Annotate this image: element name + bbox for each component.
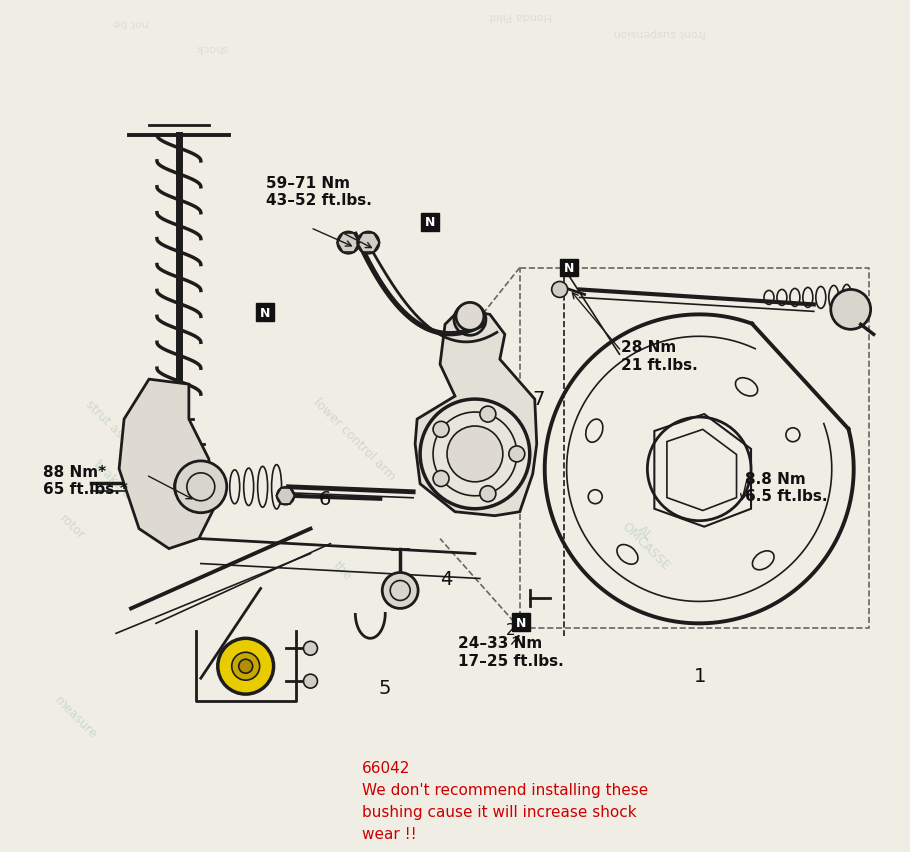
Circle shape: [232, 653, 259, 681]
Circle shape: [433, 471, 449, 486]
Circle shape: [420, 400, 530, 509]
Text: not be: not be: [679, 455, 717, 492]
Text: 8.8 Nm
6.5 ft.lbs.: 8.8 Nm 6.5 ft.lbs.: [745, 471, 827, 504]
Text: 28 Nm
21 ft.lbs.: 28 Nm 21 ft.lbs.: [622, 340, 698, 372]
FancyBboxPatch shape: [511, 613, 530, 631]
Text: N: N: [563, 262, 574, 274]
Circle shape: [238, 659, 253, 673]
FancyBboxPatch shape: [256, 304, 274, 322]
Text: front suspension: front suspension: [613, 28, 705, 38]
Circle shape: [509, 446, 525, 463]
Text: N: N: [425, 216, 435, 229]
Circle shape: [358, 233, 379, 254]
Text: lower control arm: lower control arm: [310, 395, 398, 482]
Circle shape: [831, 290, 871, 330]
Text: 88 Nm*
65 ft.lbs.*: 88 Nm* 65 ft.lbs.*: [44, 464, 128, 497]
Text: OMCASSE: OMCASSE: [620, 519, 672, 572]
Circle shape: [647, 417, 751, 521]
Text: 6: 6: [318, 489, 331, 508]
Text: 59–71 Nm
43–52 ft.lbs.: 59–71 Nm 43–52 ft.lbs.: [266, 176, 371, 208]
Text: shock: shock: [195, 43, 227, 53]
Text: 2: 2: [506, 623, 516, 637]
Circle shape: [175, 461, 227, 513]
Text: bushing cause it will increase shock: bushing cause it will increase shock: [362, 803, 637, 819]
Text: 66042: 66042: [362, 760, 410, 775]
Text: 5: 5: [379, 678, 390, 697]
Text: rotor: rotor: [56, 511, 86, 542]
Circle shape: [480, 406, 496, 423]
Circle shape: [456, 303, 484, 331]
Text: N: N: [259, 307, 269, 320]
Circle shape: [382, 573, 418, 608]
Text: N: N: [516, 616, 526, 629]
Text: 1: 1: [694, 666, 706, 685]
Circle shape: [551, 282, 568, 298]
Circle shape: [338, 233, 359, 254]
Text: brake disc: brake disc: [91, 458, 146, 512]
Text: Honda Pilot: Honda Pilot: [488, 11, 551, 21]
Circle shape: [217, 638, 274, 694]
Text: We don't recommend installing these: We don't recommend installing these: [362, 782, 649, 797]
Circle shape: [277, 487, 295, 505]
Circle shape: [480, 486, 496, 502]
Text: 4: 4: [440, 569, 452, 588]
Text: 7: 7: [532, 389, 545, 409]
Polygon shape: [119, 380, 214, 549]
FancyBboxPatch shape: [560, 259, 578, 277]
Text: the: the: [330, 558, 354, 582]
Polygon shape: [415, 310, 537, 516]
Circle shape: [304, 642, 318, 655]
Text: strut assembly: strut assembly: [83, 398, 158, 472]
Text: not be: not be: [113, 18, 149, 28]
FancyBboxPatch shape: [421, 214, 439, 232]
Circle shape: [433, 422, 449, 438]
Text: AL: AL: [634, 522, 654, 542]
Text: 24–33 Nm
17–25 ft.lbs.: 24–33 Nm 17–25 ft.lbs.: [458, 636, 563, 668]
Circle shape: [447, 427, 503, 482]
Circle shape: [304, 675, 318, 688]
Text: wear !!: wear !!: [362, 826, 417, 841]
Text: measure: measure: [51, 694, 99, 741]
